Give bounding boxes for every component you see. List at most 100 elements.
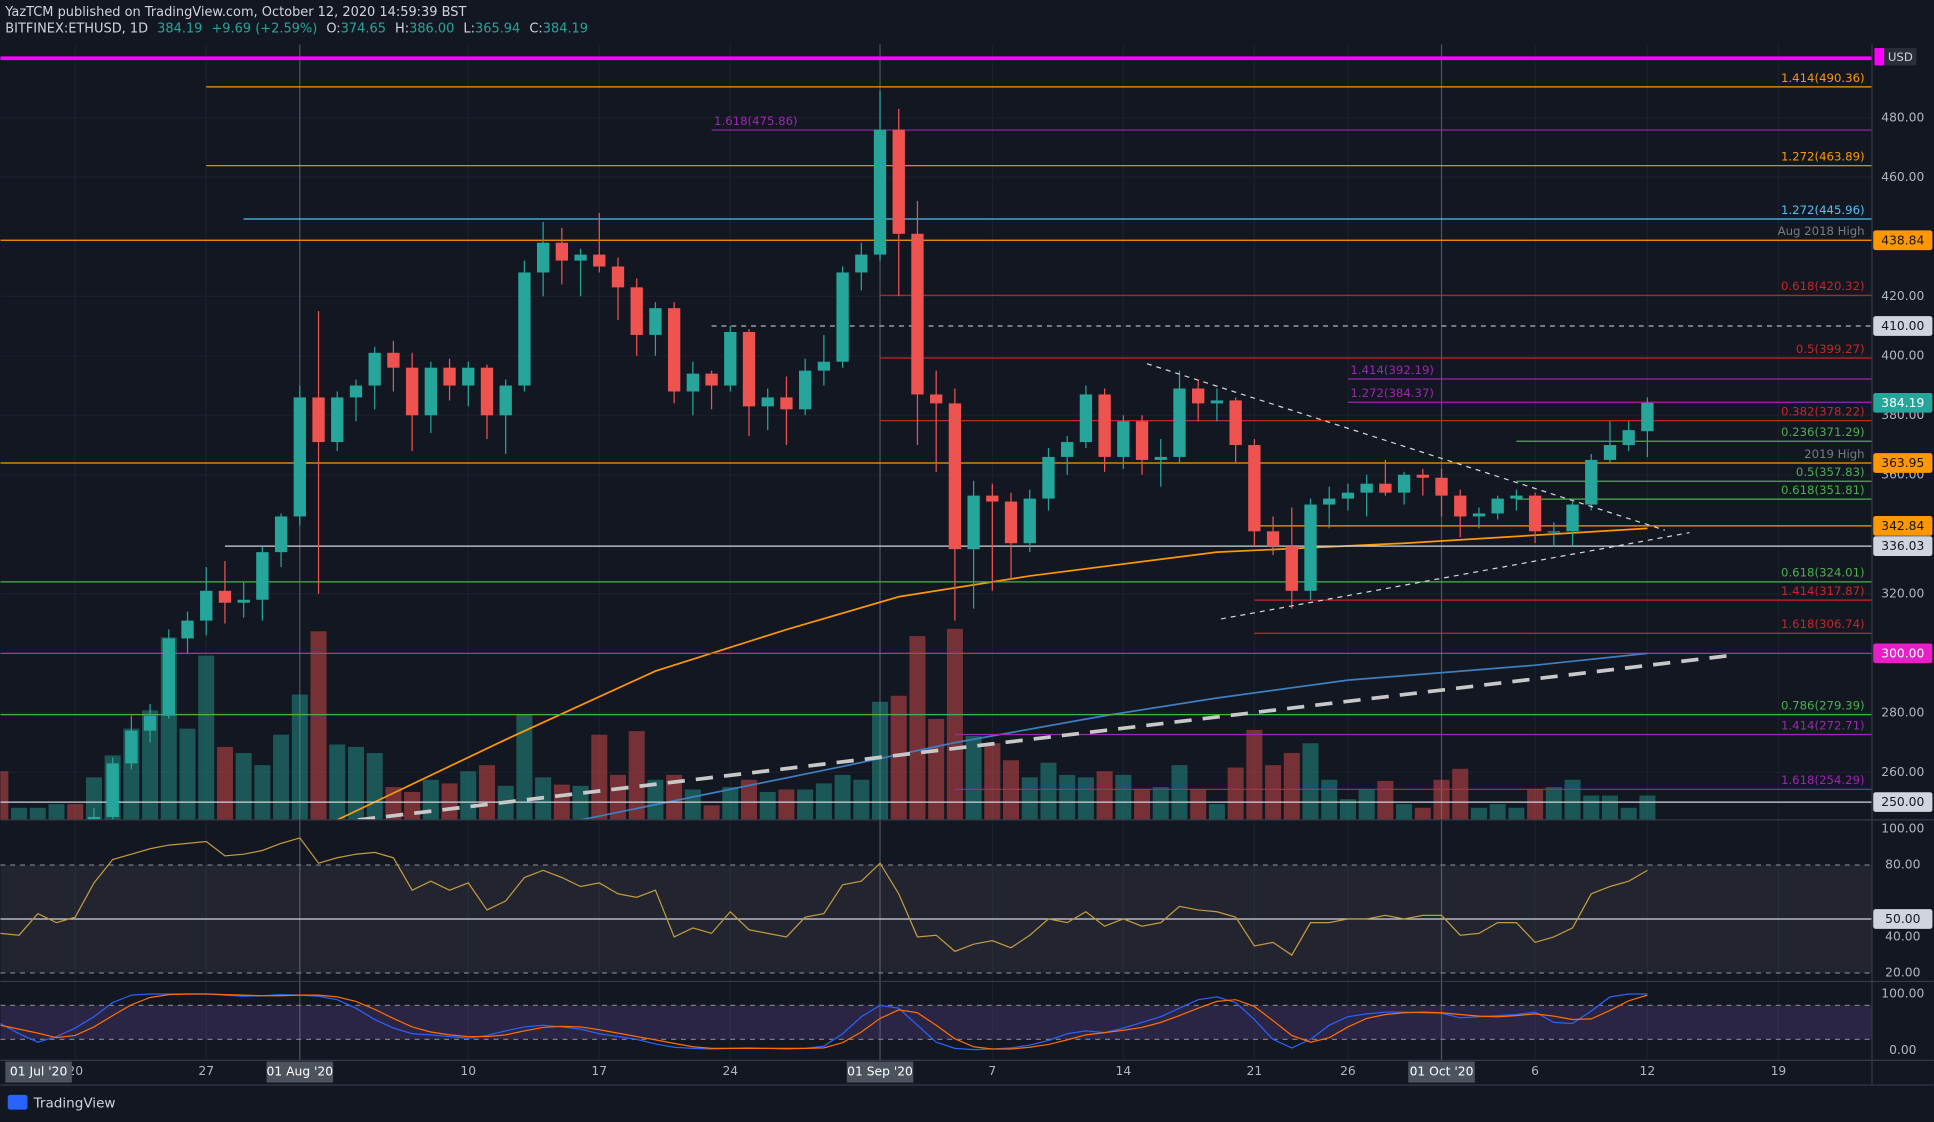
candle-body bbox=[1229, 400, 1242, 446]
price-badge-label: 384.19 bbox=[1881, 396, 1924, 410]
level-label: 1.414(490.36) bbox=[1781, 71, 1865, 85]
volume-bar bbox=[1208, 804, 1225, 820]
candle-body bbox=[1622, 430, 1635, 446]
level-label: 1.272(445.96) bbox=[1781, 203, 1865, 217]
candle-body bbox=[1042, 456, 1055, 499]
marker-label-bg bbox=[1408, 1061, 1475, 1083]
volume-bar bbox=[1152, 787, 1169, 820]
volume-bar bbox=[1246, 729, 1263, 820]
volume-bar bbox=[591, 734, 608, 820]
rsi-line bbox=[0, 837, 1648, 956]
y-tick-label: 280.00 bbox=[1881, 705, 1924, 719]
trendline bbox=[357, 654, 1727, 820]
y-tick-label: 400.00 bbox=[1881, 348, 1924, 362]
price-badge bbox=[1873, 316, 1933, 336]
stoch-line bbox=[0, 993, 1648, 1051]
volume-bar bbox=[1321, 779, 1338, 820]
volume-bar bbox=[1433, 779, 1450, 820]
x-tick-label: 17 bbox=[591, 1064, 607, 1078]
candle-body bbox=[443, 367, 456, 386]
candle-body bbox=[724, 331, 737, 386]
candle-body bbox=[593, 254, 606, 267]
price-badge bbox=[1873, 792, 1933, 812]
x-tick-label: 12 bbox=[1640, 1064, 1656, 1078]
volume-bar bbox=[759, 791, 776, 820]
x-tick-label: 24 bbox=[722, 1064, 738, 1078]
candle-body bbox=[1117, 421, 1130, 457]
volume-bar bbox=[329, 744, 346, 820]
volume-bar bbox=[1601, 795, 1618, 820]
volume-bar bbox=[422, 779, 439, 820]
candle-body bbox=[181, 620, 194, 639]
volume-bar bbox=[366, 752, 383, 820]
volume-bar bbox=[647, 779, 664, 820]
level-label: 1.272(384.37) bbox=[1350, 386, 1434, 400]
candle-body bbox=[611, 266, 625, 288]
candle-body bbox=[312, 397, 325, 443]
price-badge-label: 438.84 bbox=[1881, 233, 1924, 247]
price-badge-label: 300.00 bbox=[1881, 646, 1924, 660]
x-tick-label: 6 bbox=[1531, 1064, 1539, 1078]
trendline bbox=[1220, 532, 1690, 620]
candle-body bbox=[1304, 504, 1317, 591]
stoch-pane bbox=[0, 993, 1872, 1051]
price-badge bbox=[1873, 536, 1933, 556]
candle-body bbox=[1023, 498, 1036, 544]
level-label: 1.272(463.89) bbox=[1781, 150, 1865, 164]
candle-body bbox=[1435, 477, 1448, 496]
candle-body bbox=[1547, 531, 1560, 533]
candle-body bbox=[948, 403, 962, 550]
candle-body bbox=[705, 373, 718, 386]
logo: TradingView bbox=[7, 1094, 116, 1112]
volume-bar bbox=[1508, 807, 1525, 820]
candle-body bbox=[630, 287, 643, 335]
volume-bar bbox=[1564, 779, 1581, 820]
candle-body bbox=[405, 367, 419, 416]
ohlc-value: 374.65 bbox=[341, 21, 386, 36]
trendline bbox=[1146, 363, 1666, 531]
x-tick-label: 14 bbox=[1116, 1064, 1132, 1078]
candle-body bbox=[1603, 445, 1617, 460]
candle-body bbox=[499, 385, 512, 416]
candle-body bbox=[480, 367, 494, 416]
candle-body bbox=[1285, 546, 1298, 591]
marker-label-bg bbox=[266, 1061, 334, 1083]
x-tick-label: 19 bbox=[1771, 1064, 1787, 1078]
volume-bar bbox=[1059, 774, 1076, 820]
candle-body bbox=[349, 385, 363, 398]
volume-bar bbox=[1003, 760, 1020, 820]
marker-label: 01 Aug '20 bbox=[267, 1065, 334, 1079]
candle-body bbox=[967, 495, 980, 550]
x-tick-label: 26 bbox=[1340, 1064, 1356, 1078]
volume-bar bbox=[1452, 768, 1469, 820]
volume-bar bbox=[1134, 789, 1151, 820]
ohlc-value: 384.19 bbox=[543, 21, 588, 36]
volume-bar bbox=[478, 765, 495, 820]
ohlc-label: O: bbox=[326, 21, 340, 36]
price-badge bbox=[1873, 453, 1933, 473]
ohlc-value: 386.00 bbox=[409, 21, 454, 36]
candle-body bbox=[1528, 495, 1542, 532]
volume-bar bbox=[1302, 743, 1319, 820]
volume-bar bbox=[142, 710, 159, 820]
level-label: 0.236(371.29) bbox=[1781, 425, 1865, 439]
volume-bar bbox=[1227, 767, 1244, 820]
volume-bar bbox=[235, 752, 252, 820]
candle-body bbox=[218, 590, 232, 603]
level-label: 1.618(254.29) bbox=[1781, 773, 1865, 787]
level-label: 1.618(475.86) bbox=[714, 114, 798, 128]
price-badge-label: 363.95 bbox=[1881, 456, 1924, 470]
volume-bar bbox=[1283, 752, 1300, 820]
volume-bar bbox=[1077, 777, 1094, 820]
symbol-info: BITFINEX:ETHUSD, 1D 384.19 +9.69 (+2.59%… bbox=[5, 21, 588, 36]
candle-body bbox=[911, 233, 924, 395]
volume-bar bbox=[1021, 777, 1038, 820]
y-tick-label: 100.00 bbox=[1881, 987, 1924, 1001]
mid-badge bbox=[1873, 909, 1933, 929]
level-label: Aug 2018 High bbox=[1778, 224, 1865, 238]
marker-label-bg bbox=[5, 1061, 72, 1083]
candle-body bbox=[892, 129, 905, 234]
price-badge-label: 250.00 bbox=[1881, 795, 1924, 809]
candle-body bbox=[1454, 495, 1467, 517]
candle-body bbox=[667, 308, 681, 392]
